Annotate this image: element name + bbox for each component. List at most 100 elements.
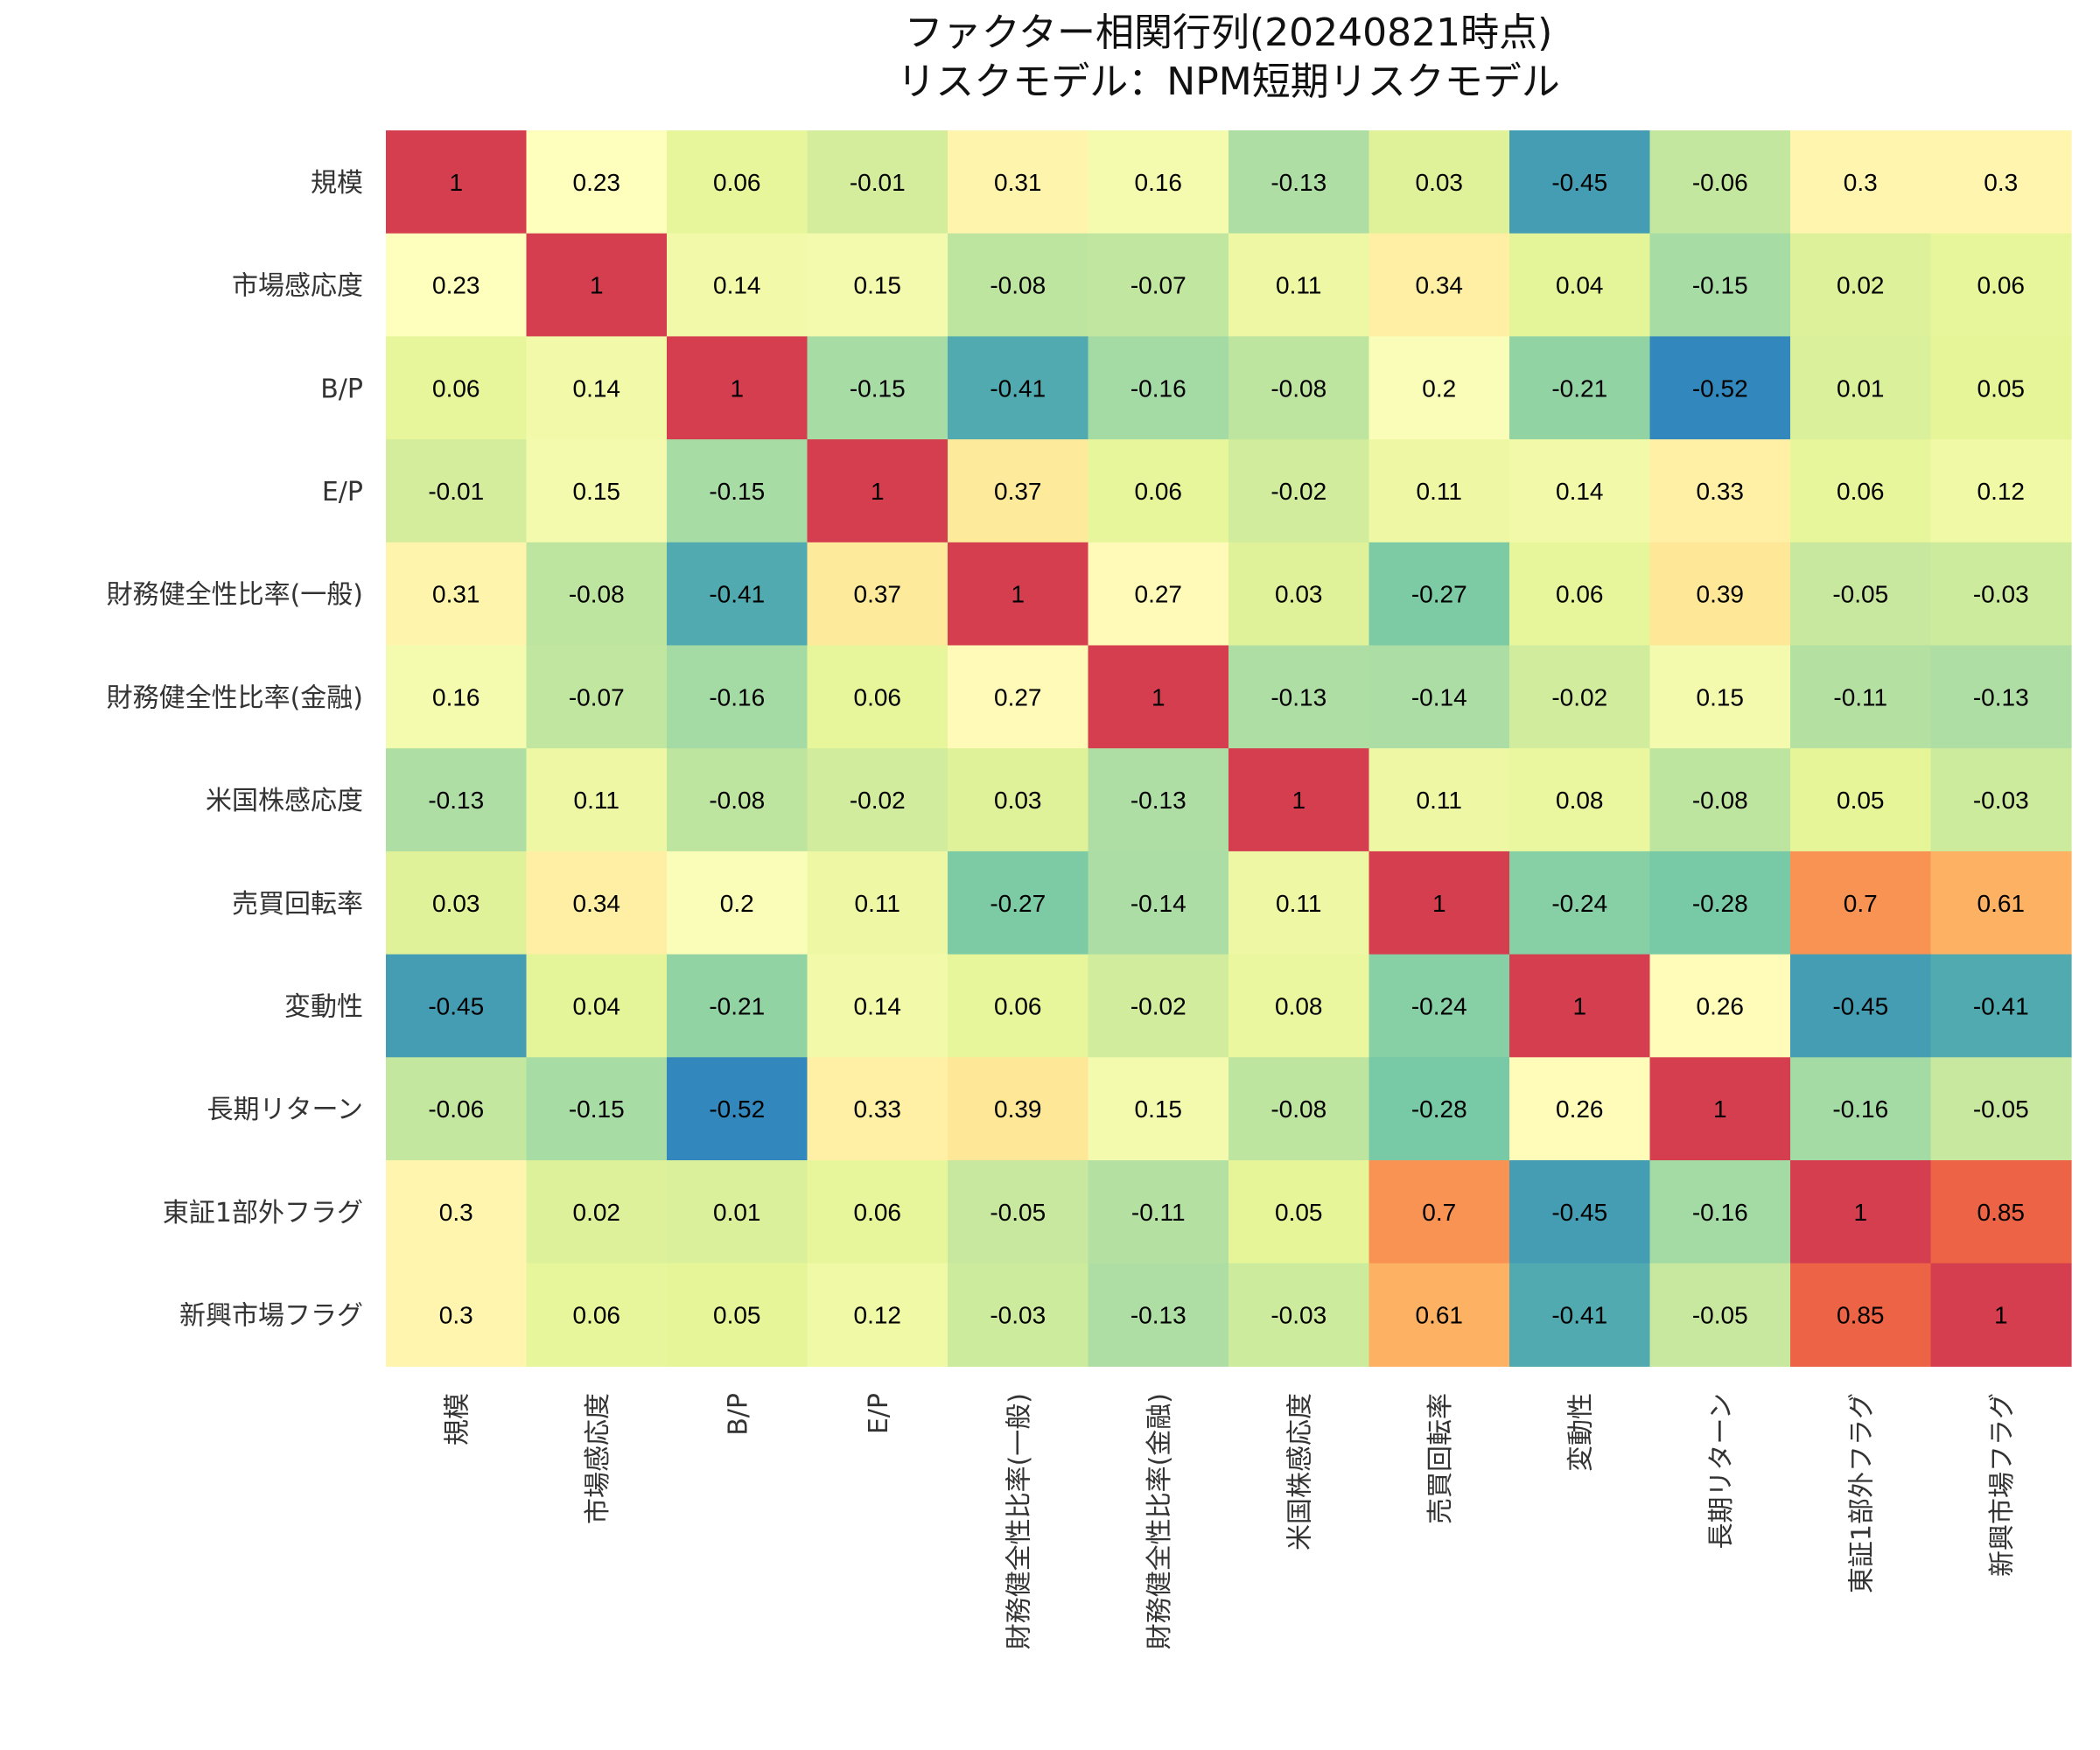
- cell-value-label: 0.06: [1978, 272, 2026, 299]
- cell-value-label: 0.14: [573, 374, 621, 402]
- heatmap-cell: [1649, 1263, 1791, 1367]
- heatmap-cell: [1228, 954, 1370, 1058]
- heatmap-cell: [1930, 1263, 2072, 1367]
- cell-value-label: -0.03: [990, 1302, 1046, 1329]
- cell-value-label: 0.37: [994, 478, 1042, 505]
- cell-value-label: 0.23: [573, 169, 621, 196]
- x-tick-label: 新興市場フラグ: [1987, 1393, 2018, 1577]
- cell-value-label: 0.05: [1275, 1199, 1323, 1226]
- heatmap-cell: [1930, 1057, 2072, 1161]
- y-tick-label: 東証1部外フラグ: [163, 1198, 363, 1228]
- heatmap-cell: [1649, 439, 1791, 543]
- cell-value-label: -0.45: [1551, 169, 1607, 196]
- cell-value-label: 0.2: [1422, 374, 1456, 402]
- cell-value-label: 0.27: [994, 683, 1042, 710]
- heatmap-cell: [948, 1160, 1089, 1264]
- heatmap-cell: [386, 850, 528, 956]
- heatmap-cell: [526, 1263, 668, 1367]
- cell-value-label: -0.16: [1692, 1199, 1748, 1226]
- heatmap-cell: [1790, 336, 1932, 440]
- heatmap-cell: [948, 233, 1089, 337]
- heatmap-cell: [948, 1263, 1089, 1367]
- cell-value-label: -0.05: [990, 1199, 1046, 1226]
- heatmap-cell: [948, 850, 1089, 956]
- heatmap-cell: [1930, 1160, 2072, 1264]
- cell-value-label: -0.15: [850, 374, 906, 402]
- cell-value-label: 0.15: [854, 272, 902, 299]
- cell-value-label: 0.12: [1978, 478, 2026, 505]
- heatmap-cell: [1368, 542, 1510, 647]
- heatmap-cell: [386, 645, 528, 749]
- cell-value-label: 0.14: [713, 272, 761, 299]
- heatmap-cell: [1088, 1057, 1229, 1161]
- heatmap-cell: [948, 748, 1089, 852]
- heatmap-cell: [1368, 336, 1510, 440]
- heatmap-cell: [807, 336, 948, 440]
- heatmap-cell: [1509, 1263, 1651, 1367]
- cell-value-label: 1: [871, 478, 885, 505]
- cell-value-label: 0.06: [1135, 478, 1183, 505]
- cell-value-label: 0.03: [432, 890, 480, 917]
- cell-value-label: 0.14: [854, 992, 902, 1019]
- x-axis-labels: 規模 市場感応度 B/P E/P 財務健全性比率(一般) 財務健全性比率(金融) 米国株感応…: [442, 1393, 2018, 1649]
- cell-value-label: 0.06: [432, 374, 480, 402]
- cell-value-label: 0.05: [713, 1302, 761, 1329]
- cell-value-label: 1: [1853, 1199, 1867, 1226]
- x-tick-label: 財務健全性比率(金融): [1144, 1393, 1175, 1649]
- cell-value-label: -0.11: [1833, 683, 1887, 710]
- cell-value-label: 0.7: [1844, 890, 1878, 917]
- heatmap-cell: [1368, 748, 1510, 852]
- cell-value-label: 0.04: [1556, 272, 1604, 299]
- heatmap-cell: [1368, 1160, 1510, 1264]
- x-tick-label: B/P: [723, 1393, 753, 1436]
- cell-value-label: -0.05: [1832, 581, 1888, 608]
- heatmap-cell: [807, 748, 948, 852]
- heatmap-cell: [386, 439, 528, 543]
- heatmap-cell: [1368, 439, 1510, 543]
- cell-value-label: 1: [1292, 787, 1306, 814]
- cell-value-label: -0.52: [709, 1096, 765, 1123]
- cell-value-label: 0.05: [1837, 787, 1885, 814]
- cell-value-label: -0.13: [1973, 683, 2029, 710]
- heatmap-cell: [526, 130, 668, 234]
- heatmap-cell: [1509, 1057, 1651, 1161]
- cell-value-label: -0.03: [1973, 581, 2029, 608]
- heatmap-cell: [386, 336, 528, 440]
- heatmap-cell: [1790, 1263, 1932, 1367]
- cell-value-label: -0.24: [1551, 890, 1607, 917]
- heatmap-cell: [1088, 748, 1229, 852]
- cell-value-label: 0.08: [1556, 787, 1604, 814]
- cell-value-label: 0.01: [1837, 374, 1885, 402]
- cell-value-label: 0.06: [573, 1302, 621, 1329]
- heatmap-cell: [948, 130, 1089, 234]
- cell-value-label: 0.15: [1135, 1096, 1183, 1123]
- cell-value-label: -0.08: [709, 787, 765, 814]
- cell-value-label: 0.31: [994, 169, 1042, 196]
- heatmap-cell: [667, 542, 808, 647]
- heatmap-cell: [1228, 645, 1370, 749]
- cell-value-label: 0.03: [1416, 169, 1464, 196]
- cell-value-label: -0.03: [1973, 787, 2029, 814]
- heatmap-cell: [1649, 542, 1791, 647]
- y-tick-label: 新興市場フラグ: [179, 1301, 363, 1332]
- heatmap-cell: [1509, 645, 1651, 749]
- y-tick-label: 財務健全性比率(金融): [107, 682, 363, 713]
- cell-value-label: -0.14: [1130, 890, 1186, 917]
- heatmap-cell: [1930, 954, 2072, 1058]
- cell-value-label: 0.26: [1556, 1096, 1604, 1123]
- chart-title: ファクター相関行列(20240821時点): [905, 10, 1553, 55]
- cell-value-label: 1: [730, 374, 744, 402]
- heatmap-cell: [526, 954, 668, 1058]
- cell-value-label: -0.01: [428, 478, 484, 505]
- heatmap-cell: [807, 1160, 948, 1264]
- heatmap-cell: [948, 336, 1089, 440]
- heatmap-cell: [1790, 954, 1932, 1058]
- heatmap-cell: [667, 1263, 808, 1367]
- cell-value-label: -0.05: [1973, 1096, 2029, 1123]
- heatmap-cell: [807, 439, 948, 543]
- cell-value-label: 0.06: [994, 992, 1042, 1019]
- cell-value-label: -0.11: [1131, 1199, 1186, 1226]
- cell-value-label: 0.05: [1978, 374, 2026, 402]
- x-tick-label: 変動性: [1565, 1393, 1596, 1472]
